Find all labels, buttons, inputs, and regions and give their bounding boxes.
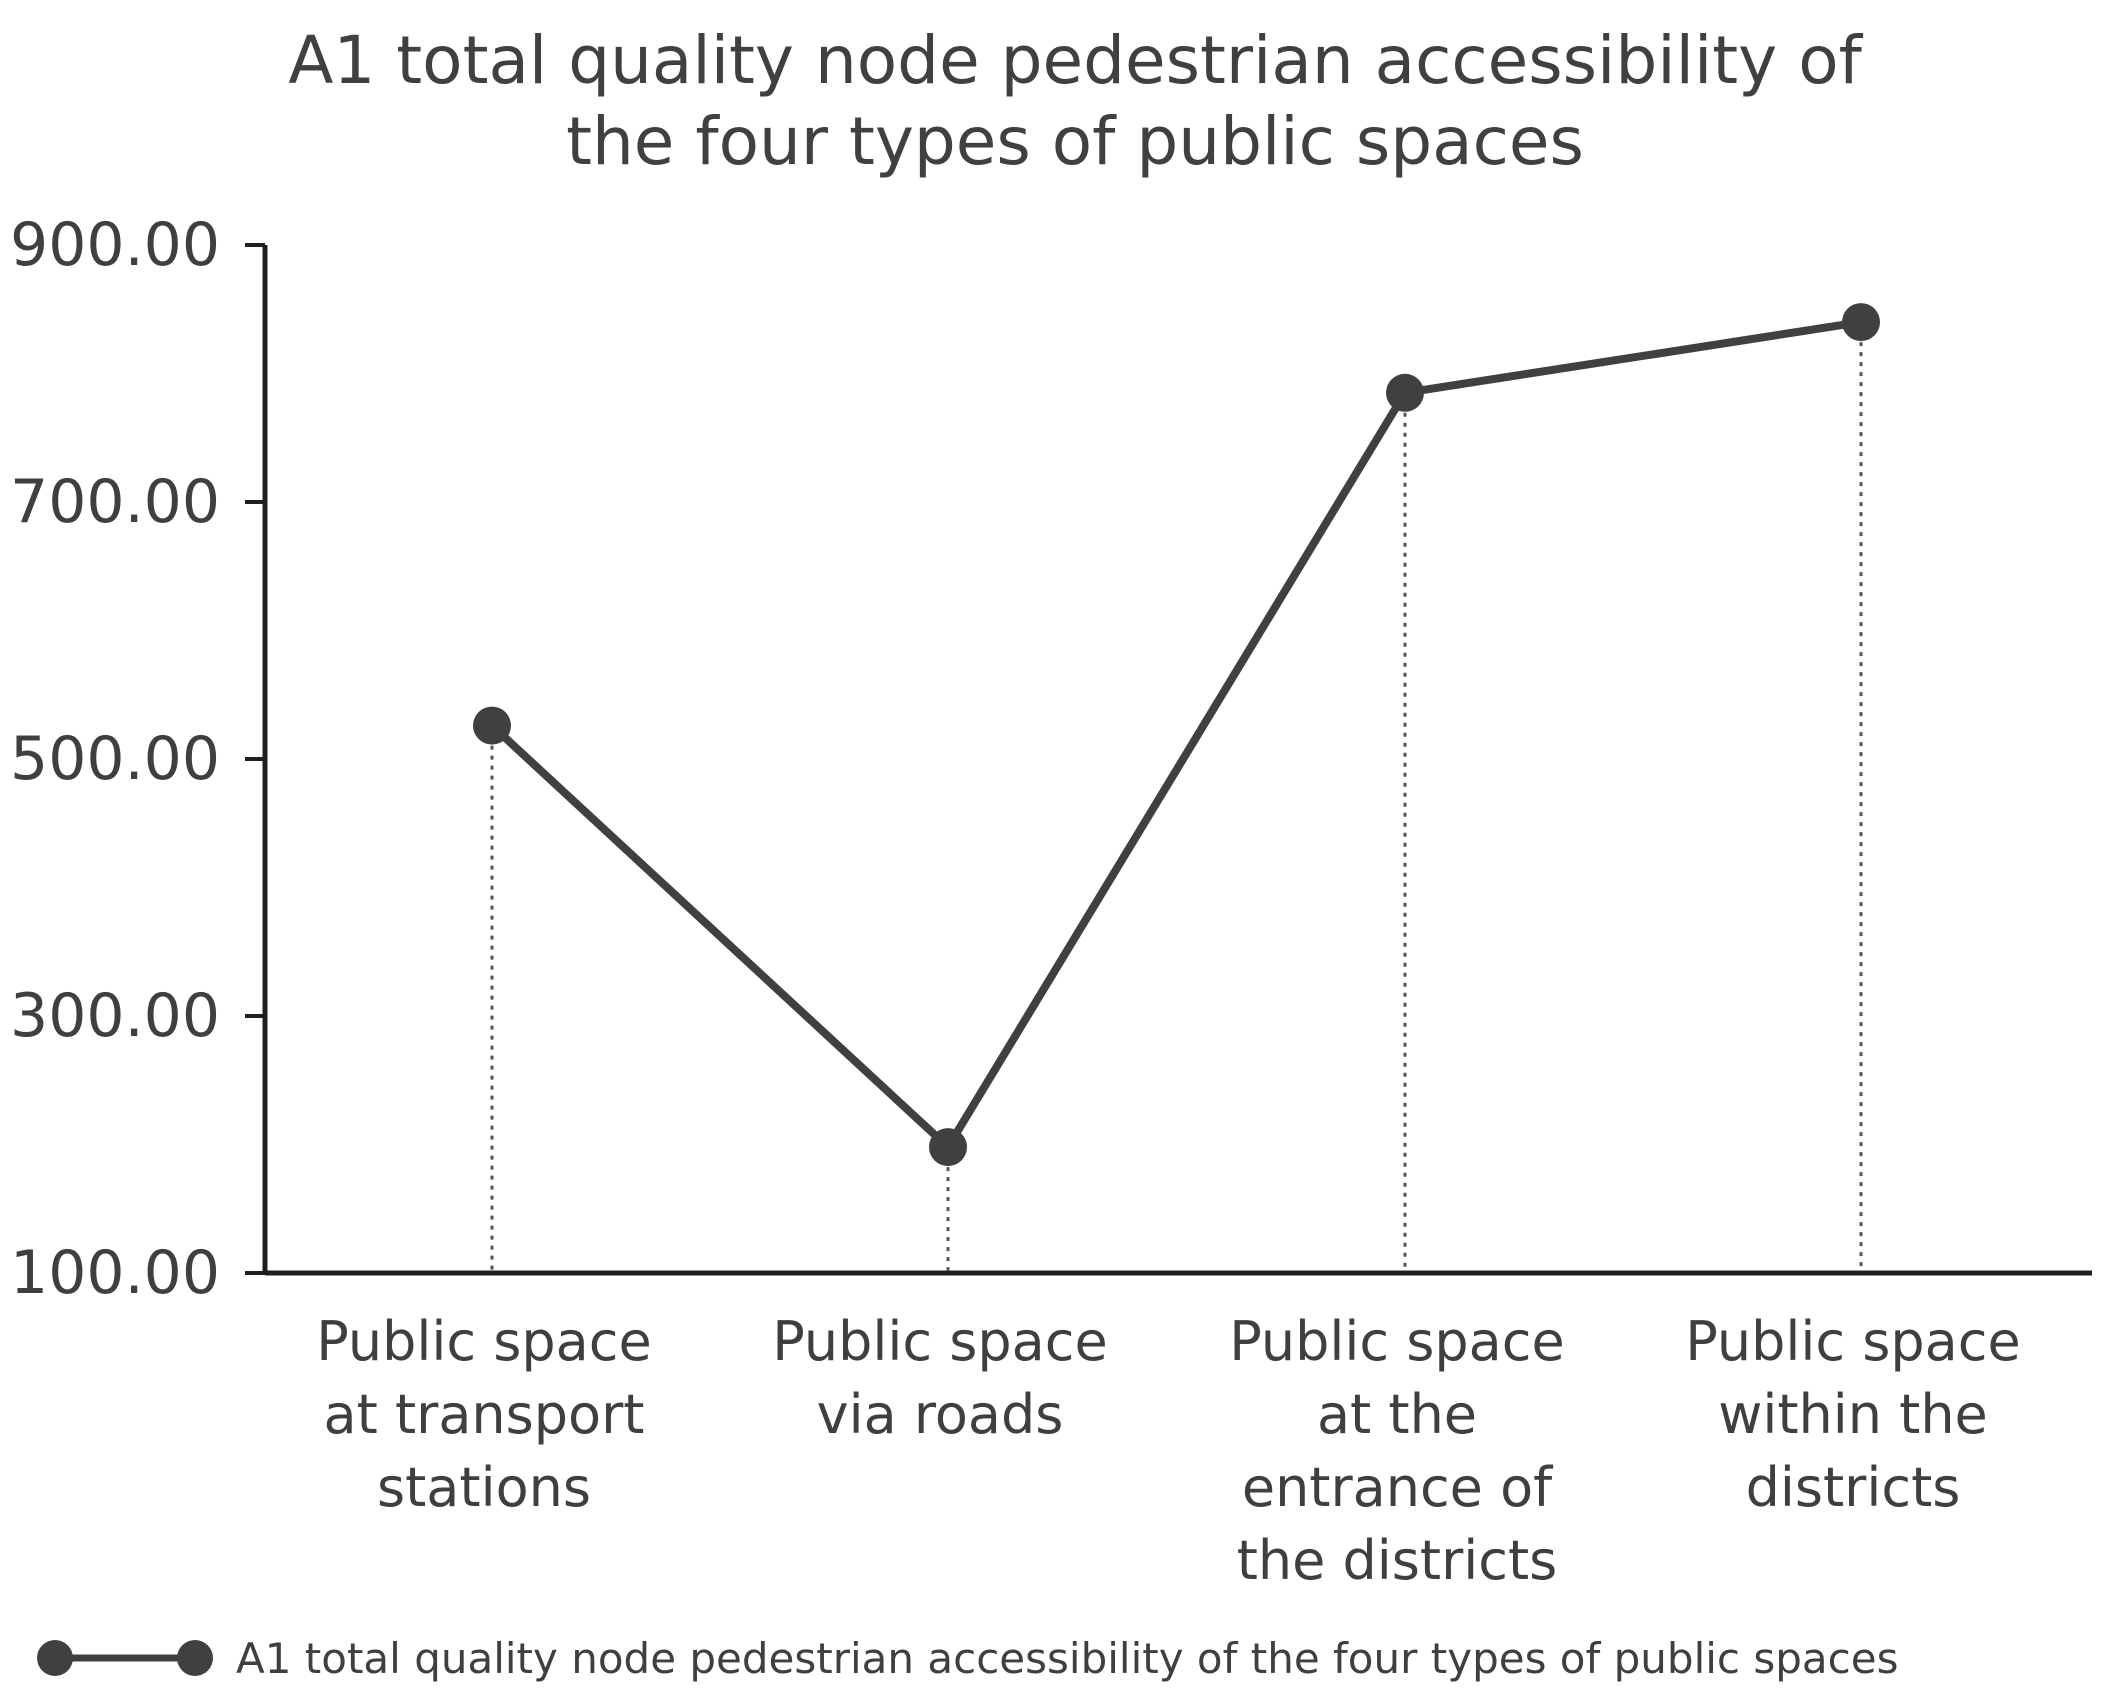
drop-lines <box>490 342 1863 1271</box>
chart-title: A1 total quality node pedestrian accessi… <box>288 22 1863 180</box>
y-tick-label: 700.00 <box>10 467 220 537</box>
x-category-label-line: via roads <box>817 1383 1064 1446</box>
x-category-label-line: Public space <box>1229 1310 1564 1373</box>
data-point <box>929 1128 967 1167</box>
x-category-label-line: Public space <box>772 1310 1107 1373</box>
x-category-label-line: entrance of <box>1242 1456 1554 1519</box>
y-tick-label: 900.00 <box>10 210 220 280</box>
y-axis-tick-labels: 100.00 300.00 500.00 700.00 900.00 <box>10 210 220 1308</box>
x-category-label-line: districts <box>1746 1456 1961 1519</box>
x-category-label-line: Public space <box>316 1310 651 1373</box>
x-category-label-line: within the <box>1718 1383 1988 1446</box>
series-line <box>488 318 1865 1152</box>
chart-title-line: A1 total quality node pedestrian accessi… <box>288 22 1863 99</box>
x-category-label-line: at the <box>1317 1383 1477 1446</box>
x-category-label-line: stations <box>377 1456 591 1519</box>
chart-title-line: the four types of public spaces <box>566 103 1584 180</box>
series-line-group <box>473 303 1880 1167</box>
data-point <box>1842 303 1880 342</box>
legend-label: A1 total quality node pedestrian accessi… <box>236 1634 1898 1683</box>
legend-marker-left <box>37 1640 73 1676</box>
x-axis-category-labels: Public space at transport stations Public s… <box>316 1310 2020 1592</box>
axes <box>245 243 2092 1276</box>
y-tick-label: 500.00 <box>10 724 220 794</box>
x-category-label-line: the districts <box>1237 1529 1558 1592</box>
data-point <box>1386 373 1424 412</box>
x-category-label-line: at transport <box>324 1383 645 1446</box>
x-category-label-line: Public space <box>1685 1310 2020 1373</box>
y-tick-label: 300.00 <box>10 981 220 1051</box>
legend: A1 total quality node pedestrian accessi… <box>37 1634 1898 1683</box>
y-tick-label: 100.00 <box>10 1238 220 1308</box>
legend-marker-right <box>177 1640 213 1676</box>
data-point <box>473 706 511 745</box>
